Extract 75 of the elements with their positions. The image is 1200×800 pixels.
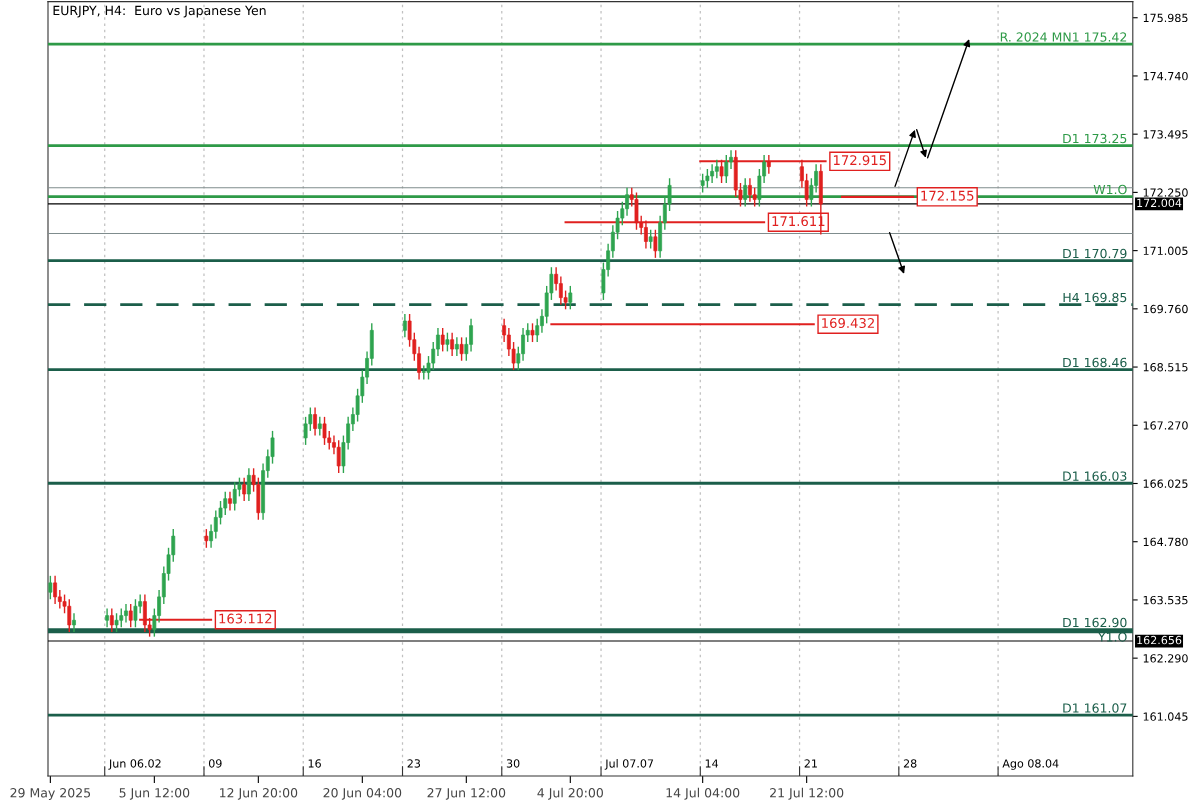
x-tick-label: 20 Jun 04:00	[323, 788, 402, 800]
chart-title: EURJPY, H4: Euro vs Japanese Yen	[53, 5, 266, 18]
x-tick-label: 4 Jul 20:00	[537, 787, 603, 800]
x-tick-label: 29 May 2025	[10, 788, 91, 800]
candlestick	[450, 331, 455, 357]
ref-line-label: 16	[308, 759, 321, 768]
x-tick-label: 5 Jun 12:00	[119, 788, 190, 800]
ref-line-label: 21	[804, 759, 817, 768]
candlestick	[204, 528, 209, 549]
candlestick	[402, 313, 407, 339]
series-label: 169.432	[822, 318, 874, 328]
candlestick	[242, 476, 247, 502]
ref-line-label: H4 169.85	[1063, 292, 1127, 303]
candlestick	[648, 229, 653, 250]
candlestick	[530, 322, 535, 343]
y-tick-label: 171.005	[1143, 246, 1188, 255]
candlestick	[105, 607, 109, 628]
x-tick-label: 12 Jun 20:00	[220, 788, 298, 800]
ref-line-label: Jun 06.02	[108, 759, 161, 770]
ref-line-label: 30	[506, 759, 520, 768]
y-tick-label: 161.045	[1143, 712, 1188, 721]
candlestick	[724, 154, 729, 184]
ref-line-label: D1 170.79	[1063, 248, 1127, 259]
candlestick	[440, 327, 445, 353]
ref-line-label: 09	[208, 759, 222, 768]
x-tick-label: 14 Jul 04:00	[666, 787, 740, 800]
candlestick	[459, 336, 464, 362]
candlestick	[653, 229, 658, 259]
x-tick-label: 27 Jun 12:00	[427, 788, 506, 800]
series-label: 172.155	[921, 190, 974, 201]
y-tick-label: 173.495	[1143, 130, 1188, 139]
candlestick	[535, 317, 540, 343]
ref-line-label: 23	[407, 759, 421, 768]
ref-line-label: Jul 07.07	[604, 759, 654, 770]
ref-line-label: Ago 08.04	[1002, 759, 1059, 770]
y-tick-label: 168.515	[1143, 363, 1188, 372]
candlestick	[109, 607, 114, 633]
candlestick	[246, 467, 251, 502]
y-tick-label: 169.760	[1143, 304, 1188, 314]
candlestick	[336, 439, 341, 474]
ref-line-label: D1 168.46	[1063, 357, 1127, 368]
candlestick	[454, 336, 459, 357]
y-tick-label: 163.535	[1143, 595, 1188, 605]
ref-line-label: D1 166.03	[1063, 471, 1127, 481]
candlestick	[133, 598, 138, 628]
ref-line-label: 172.004	[1137, 198, 1182, 208]
candlestick	[128, 603, 133, 628]
candlestick	[48, 575, 53, 600]
candlestick	[313, 406, 317, 437]
series-label: 163.112	[219, 613, 272, 624]
ref-line-label: R. 2024 MN1 175.42	[1000, 32, 1127, 42]
ref-line-label: 28	[903, 759, 917, 768]
ref-line-label: D1 162.90	[1063, 617, 1127, 628]
y-tick-label: 167.270	[1143, 421, 1188, 430]
ref-line-label: 14	[705, 759, 719, 768]
y-tick-label: 172.250	[1143, 188, 1188, 197]
ref-line-label: D1 161.07	[1063, 703, 1127, 713]
candlestick	[317, 416, 322, 437]
ref-line-label: W1.O	[1093, 184, 1127, 195]
candlestick	[114, 612, 119, 633]
y-tick-label: 162.290	[1143, 654, 1188, 663]
candlestick	[322, 416, 327, 446]
series-label: 172.915	[833, 155, 886, 166]
candlestick	[714, 158, 719, 180]
ref-line-label: D1 173.25	[1063, 133, 1127, 144]
candlestick	[568, 285, 573, 310]
x-tick-label: 21 Jul 12:00	[770, 787, 844, 800]
candlestick	[228, 490, 232, 512]
y-tick-label: 164.780	[1143, 537, 1188, 547]
y-tick-label: 175.985	[1143, 13, 1188, 23]
candlestick	[445, 331, 450, 353]
candlestick	[72, 612, 76, 633]
y-tick-label: 166.025	[1143, 479, 1188, 488]
ref-line-label: 162.656	[1137, 635, 1182, 645]
y-tick-label: 174.740	[1143, 71, 1188, 81]
